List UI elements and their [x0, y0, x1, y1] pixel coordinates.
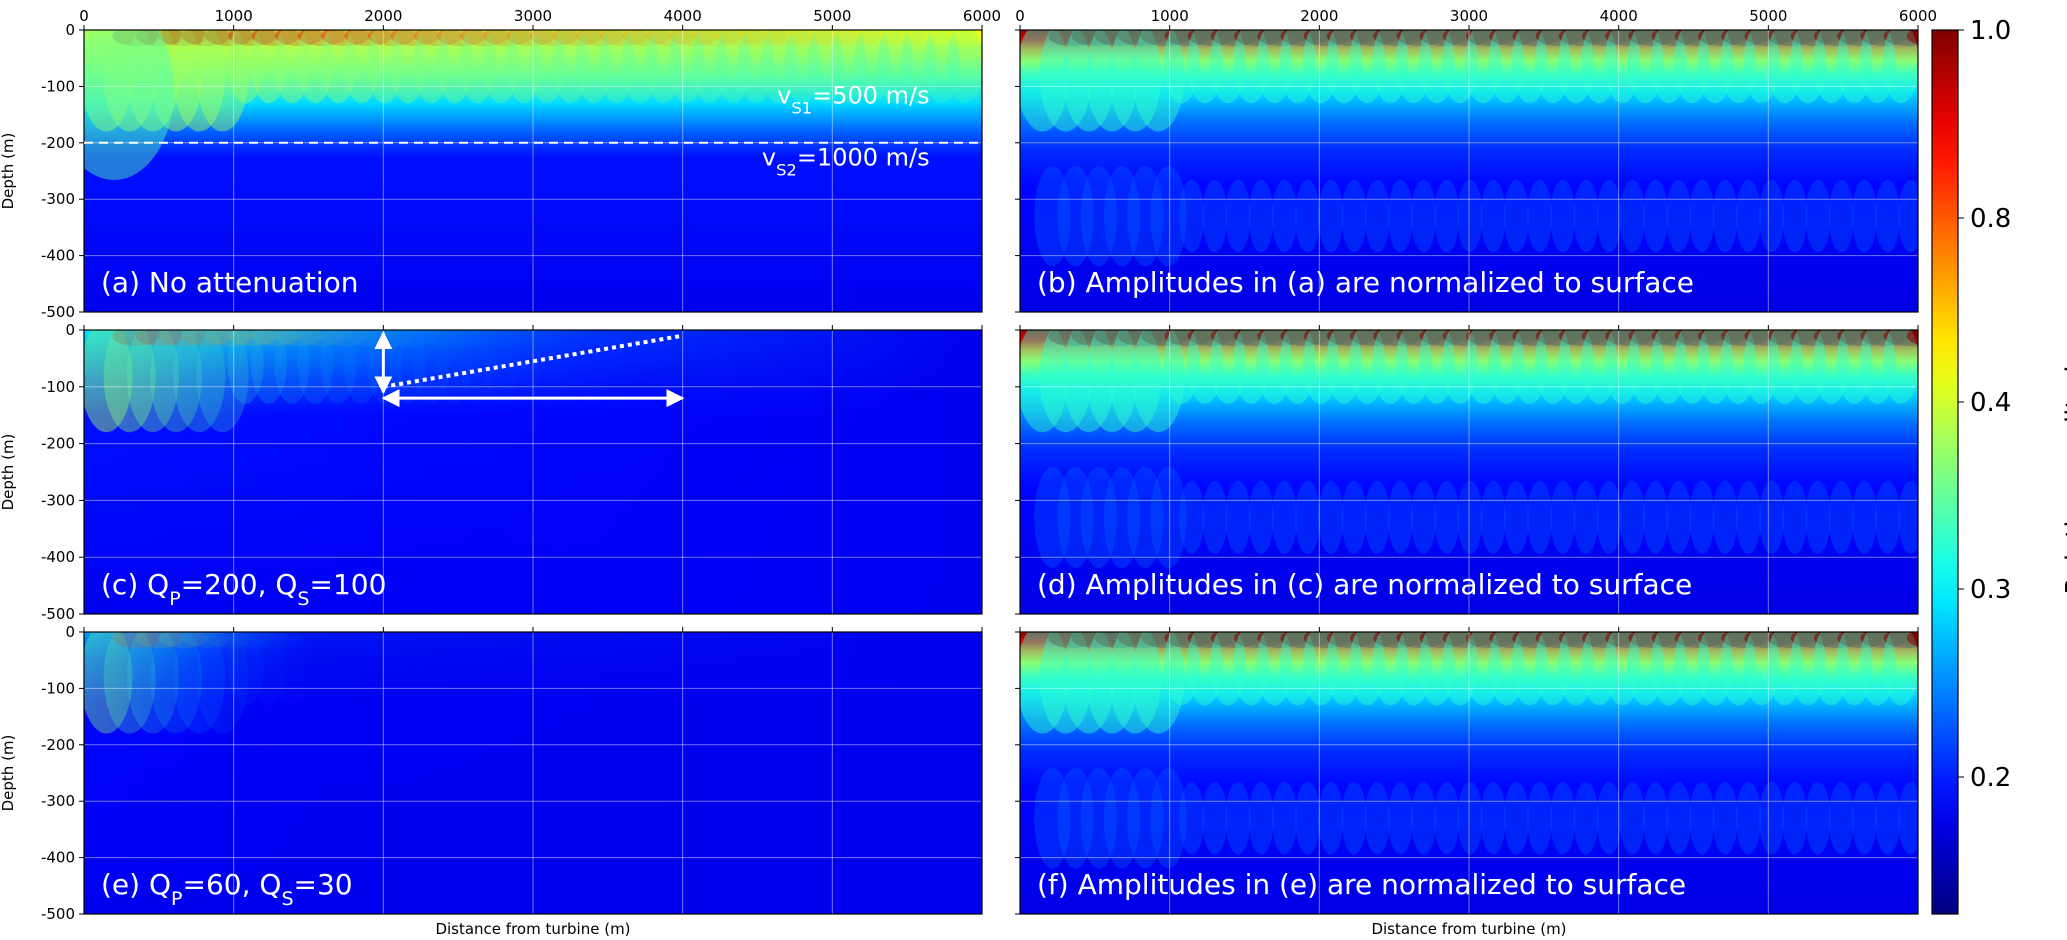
panel-annotation: (b) Amplitudes in (a) are normalized to …	[1037, 266, 1694, 299]
grid	[1020, 632, 1918, 914]
panel-c: 0 -100 -200 -300 -400 -500 Depth (m) (c) QP=200…	[0, 321, 983, 623]
x-tick-label: 6000	[1899, 7, 1937, 25]
heatmap-field	[1020, 632, 1918, 914]
x-tick-label: 3000	[514, 7, 552, 25]
y-tick-label: -500	[41, 605, 75, 623]
grid	[84, 632, 982, 914]
tick-marks	[79, 25, 983, 313]
x-tick-label: 3000	[1450, 7, 1488, 25]
heatmap-lobes	[1020, 30, 1918, 267]
colorbar-tick-label: 0.3	[1970, 575, 2011, 605]
dotted-line	[382, 333, 684, 389]
panel-annotation: (a) No attenuation	[101, 266, 359, 299]
x-tick-label: 4000	[664, 7, 702, 25]
layer-velocity-label: vS1=500 m/s	[777, 81, 929, 117]
grid	[1020, 330, 1918, 614]
colorbar-tick-label: 0.2	[1970, 763, 2011, 793]
panel-f: Distance from turbine (m) (f) Amplitudes …	[1015, 627, 1919, 938]
panel-annotation: (d) Amplitudes in (c) are normalized to …	[1037, 568, 1692, 601]
y-tick-label: -300	[41, 491, 75, 509]
panel-e: 0 -100 -200 -300 -400 -500 Depth (m) Distance f…	[0, 623, 983, 938]
heatmap-lobes	[1020, 330, 1918, 569]
y-tick-label: -200	[41, 435, 75, 453]
heatmap-field	[1020, 30, 1918, 312]
y-tick-label: -200	[41, 736, 75, 754]
colorbar-label: Ralative amplitude	[2061, 349, 2067, 594]
panel-annotation: (e) QP=60, QS=30	[101, 868, 353, 910]
y-tick-label: -400	[41, 247, 75, 265]
panel-d: (d) Amplitudes in (c) are normalized to …	[1015, 325, 1919, 615]
x-axis-label: Distance from turbine (m)	[1371, 920, 1566, 938]
tick-marks	[1015, 627, 1919, 915]
y-tick-label: -500	[41, 303, 75, 321]
colorbar-tick-label: 1.0	[1970, 16, 2011, 46]
panel-annotation: (f) Amplitudes in (e) are normalized to …	[1037, 868, 1686, 901]
heatmap-lobes	[1020, 632, 1918, 869]
panel-annotation: (c) QP=200, QS=100	[101, 568, 386, 610]
heatmap-lobes	[84, 30, 982, 132]
x-tick-label: 2000	[364, 7, 402, 25]
tick-marks	[1015, 325, 1919, 615]
y-tick-label: -300	[41, 792, 75, 810]
layer-velocity-label: vS2=1000 m/s	[762, 143, 930, 179]
x-tick-label: 4000	[1600, 7, 1638, 25]
x-axis-label: Distance from turbine (m)	[435, 920, 630, 938]
y-tick-label: -400	[41, 548, 75, 566]
x-tick-label: 2000	[1300, 7, 1338, 25]
tick-marks	[79, 627, 983, 915]
y-axis-label: Depth (m)	[0, 434, 17, 511]
x-tick-label: 5000	[813, 7, 851, 25]
y-axis-label: Depth (m)	[0, 735, 17, 812]
panel-a: 0 1000 2000 3000 4000 5000 6000 0 -100 -200 -300 -4…	[0, 7, 1001, 321]
x-tick-label: 1000	[1151, 7, 1189, 25]
y-tick-label: -100	[41, 378, 75, 396]
colorbar: 1.0 0.8 0.4 0.3 0.2 Ralative amplitude	[1931, 16, 2067, 915]
tick-marks	[79, 325, 983, 615]
colorbar-tick-label: 0.8	[1970, 204, 2011, 234]
x-tick-label: 5000	[1749, 7, 1787, 25]
colorbar-bar	[1931, 29, 1959, 915]
y-tick-label: -500	[41, 905, 75, 923]
colorbar-tick-label: 0.4	[1970, 388, 2011, 418]
y-tick-label: 0	[65, 623, 75, 641]
y-tick-label: -100	[41, 77, 75, 95]
tick-marks	[1015, 25, 1919, 313]
grid	[1020, 30, 1918, 312]
y-tick-label: 0	[65, 21, 75, 39]
y-tick-label: 0	[65, 321, 75, 339]
panel-b: 0 1000 2000 3000 4000 5000 6000 (b) Amplitudes …	[1015, 7, 1937, 313]
heatmap-field	[84, 30, 982, 312]
y-tick-label: -200	[41, 134, 75, 152]
x-tick-label: 1000	[215, 7, 253, 25]
grid	[84, 30, 982, 312]
heatmap-field	[1020, 330, 1918, 614]
y-tick-label: -300	[41, 190, 75, 208]
x-tick-label: 0	[1015, 7, 1025, 25]
y-tick-label: -400	[41, 849, 75, 867]
x-tick-label: 6000	[963, 7, 1001, 25]
x-tick-label: 0	[79, 7, 89, 25]
grid	[84, 330, 982, 614]
y-axis-label: Depth (m)	[0, 133, 17, 210]
y-tick-label: -100	[41, 679, 75, 697]
